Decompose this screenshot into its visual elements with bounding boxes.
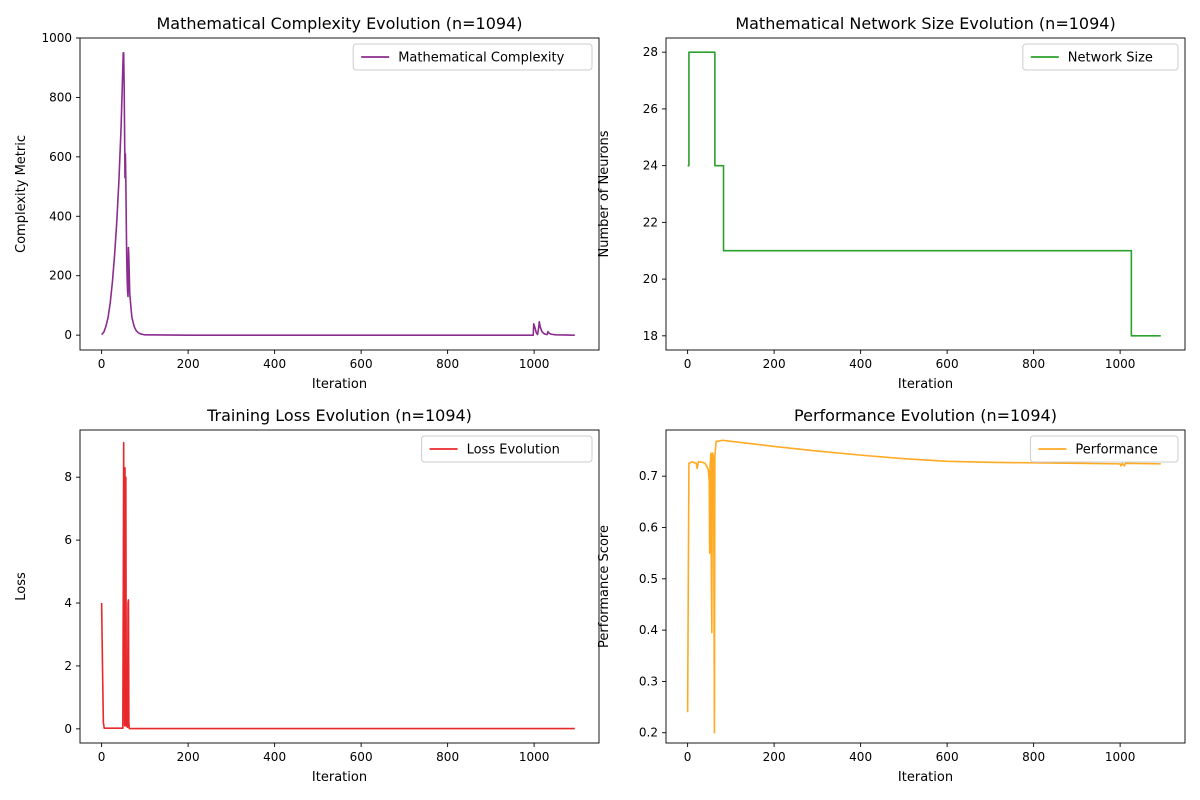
legend-box: [1029, 435, 1179, 463]
chart-title: Mathematical Network Size Evolution (n=1…: [735, 14, 1115, 33]
y-axis-label: Performance Score: [597, 525, 612, 648]
y-tick-label: 0.5: [639, 572, 658, 586]
x-axis-label: Iteration: [312, 770, 367, 785]
legend: Network Size: [1022, 43, 1179, 71]
subplot-network: 0 200 400 600 800 1000 18 20 22 24 26 28 Mathematica…: [597, 14, 1186, 392]
subplot-complexity: 0 200 400 600 800 1000 0 200 400 600 800 1000 Mathem…: [14, 14, 600, 392]
y-tick-label: 0.3: [639, 674, 658, 688]
x-axis-label: Iteration: [312, 377, 367, 392]
y-tick-label: 24: [643, 159, 658, 173]
y-axis-label: Loss: [14, 572, 29, 601]
legend: Mathematical Complexity: [352, 43, 593, 71]
x-tick-label: 0: [98, 750, 106, 764]
legend-label: Network Size: [1068, 51, 1153, 66]
y-tick-label: 18: [643, 329, 658, 343]
x-axis-label: Iteration: [898, 770, 953, 785]
axes-frame: [665, 429, 1186, 744]
y-tick-label: 800: [49, 90, 72, 104]
x-tick-label: 800: [436, 750, 459, 764]
legend-label: Mathematical Complexity: [398, 51, 564, 66]
y-tick-label: 200: [49, 269, 72, 283]
y-tick-label: 20: [643, 272, 658, 286]
y-tick-label: 28: [643, 45, 658, 59]
y-axis-label: Number of Neurons: [597, 130, 612, 257]
x-tick-label: 400: [263, 750, 286, 764]
y-tick-label: 0.7: [639, 469, 658, 483]
y-tick-label: 4: [64, 596, 72, 610]
x-tick-label: 200: [763, 357, 786, 371]
series-line-loss-0: [100, 441, 575, 730]
x-tick-label: 1000: [1105, 357, 1136, 371]
x-tick-label: 1000: [519, 357, 550, 371]
y-tick-label: 2: [64, 659, 72, 673]
chart-title: Performance Evolution (n=1094): [794, 406, 1057, 425]
x-tick-label: 400: [263, 357, 286, 371]
y-tick-label: 0.4: [639, 623, 658, 637]
x-tick-label: 600: [350, 750, 373, 764]
x-tick-label: 0: [684, 750, 692, 764]
x-tick-label: 0: [98, 357, 106, 371]
y-tick-label: 0: [64, 722, 72, 736]
axes-frame: [79, 37, 600, 351]
legend-label: Loss Evolution: [467, 443, 560, 458]
y-tick-label: 400: [49, 209, 72, 223]
axes-frame: [79, 429, 600, 744]
x-tick-label: 0: [684, 357, 692, 371]
x-tick-label: 600: [936, 357, 959, 371]
x-tick-label: 400: [849, 750, 872, 764]
subplot-loss: 0 200 400 600 800 1000 0 2 4 6 8 Training Loss Evol…: [14, 406, 600, 785]
legend-box: [421, 435, 593, 463]
chart-title: Mathematical Complexity Evolution (n=109…: [157, 14, 523, 33]
legend-label: Performance: [1075, 443, 1157, 458]
x-tick-label: 800: [1022, 750, 1045, 764]
chart-title: Training Loss Evolution (n=1094): [206, 406, 472, 425]
y-axis-label: Complexity Metric: [14, 135, 29, 253]
y-tick-label: 8: [64, 470, 72, 484]
axes-frame: [665, 37, 1186, 351]
y-tick-label: 0.2: [639, 726, 658, 740]
x-tick-label: 200: [177, 357, 200, 371]
y-tick-label: 6: [64, 533, 72, 547]
y-tick-label: 22: [643, 215, 658, 229]
x-axis-label: Iteration: [898, 377, 953, 392]
legend: Performance: [1029, 435, 1179, 463]
legend-box: [1022, 43, 1179, 71]
y-tick-label: 0: [64, 328, 72, 342]
x-tick-label: 400: [849, 357, 872, 371]
subplot-performance: 0 200 400 600 800 1000 0.2 0.3 0.4 0.5 0.6 0.7 Perfo…: [597, 406, 1186, 785]
y-tick-label: 0.6: [639, 520, 658, 534]
legend: Loss Evolution: [421, 435, 593, 463]
y-tick-label: 26: [643, 102, 658, 116]
x-tick-label: 600: [350, 357, 373, 371]
x-tick-label: 1000: [519, 750, 550, 764]
series-line-performance-0: [686, 439, 1161, 734]
series-line-complexity-0: [101, 52, 575, 336]
legend-box: [352, 43, 593, 71]
x-tick-label: 200: [177, 750, 200, 764]
x-tick-label: 1000: [1105, 750, 1136, 764]
series-line-network-0: [687, 51, 1161, 337]
x-tick-label: 800: [436, 357, 459, 371]
x-tick-label: 800: [1022, 357, 1045, 371]
y-tick-label: 600: [49, 150, 72, 164]
x-tick-label: 200: [763, 750, 786, 764]
y-tick-label: 1000: [41, 31, 72, 45]
x-tick-label: 600: [936, 750, 959, 764]
